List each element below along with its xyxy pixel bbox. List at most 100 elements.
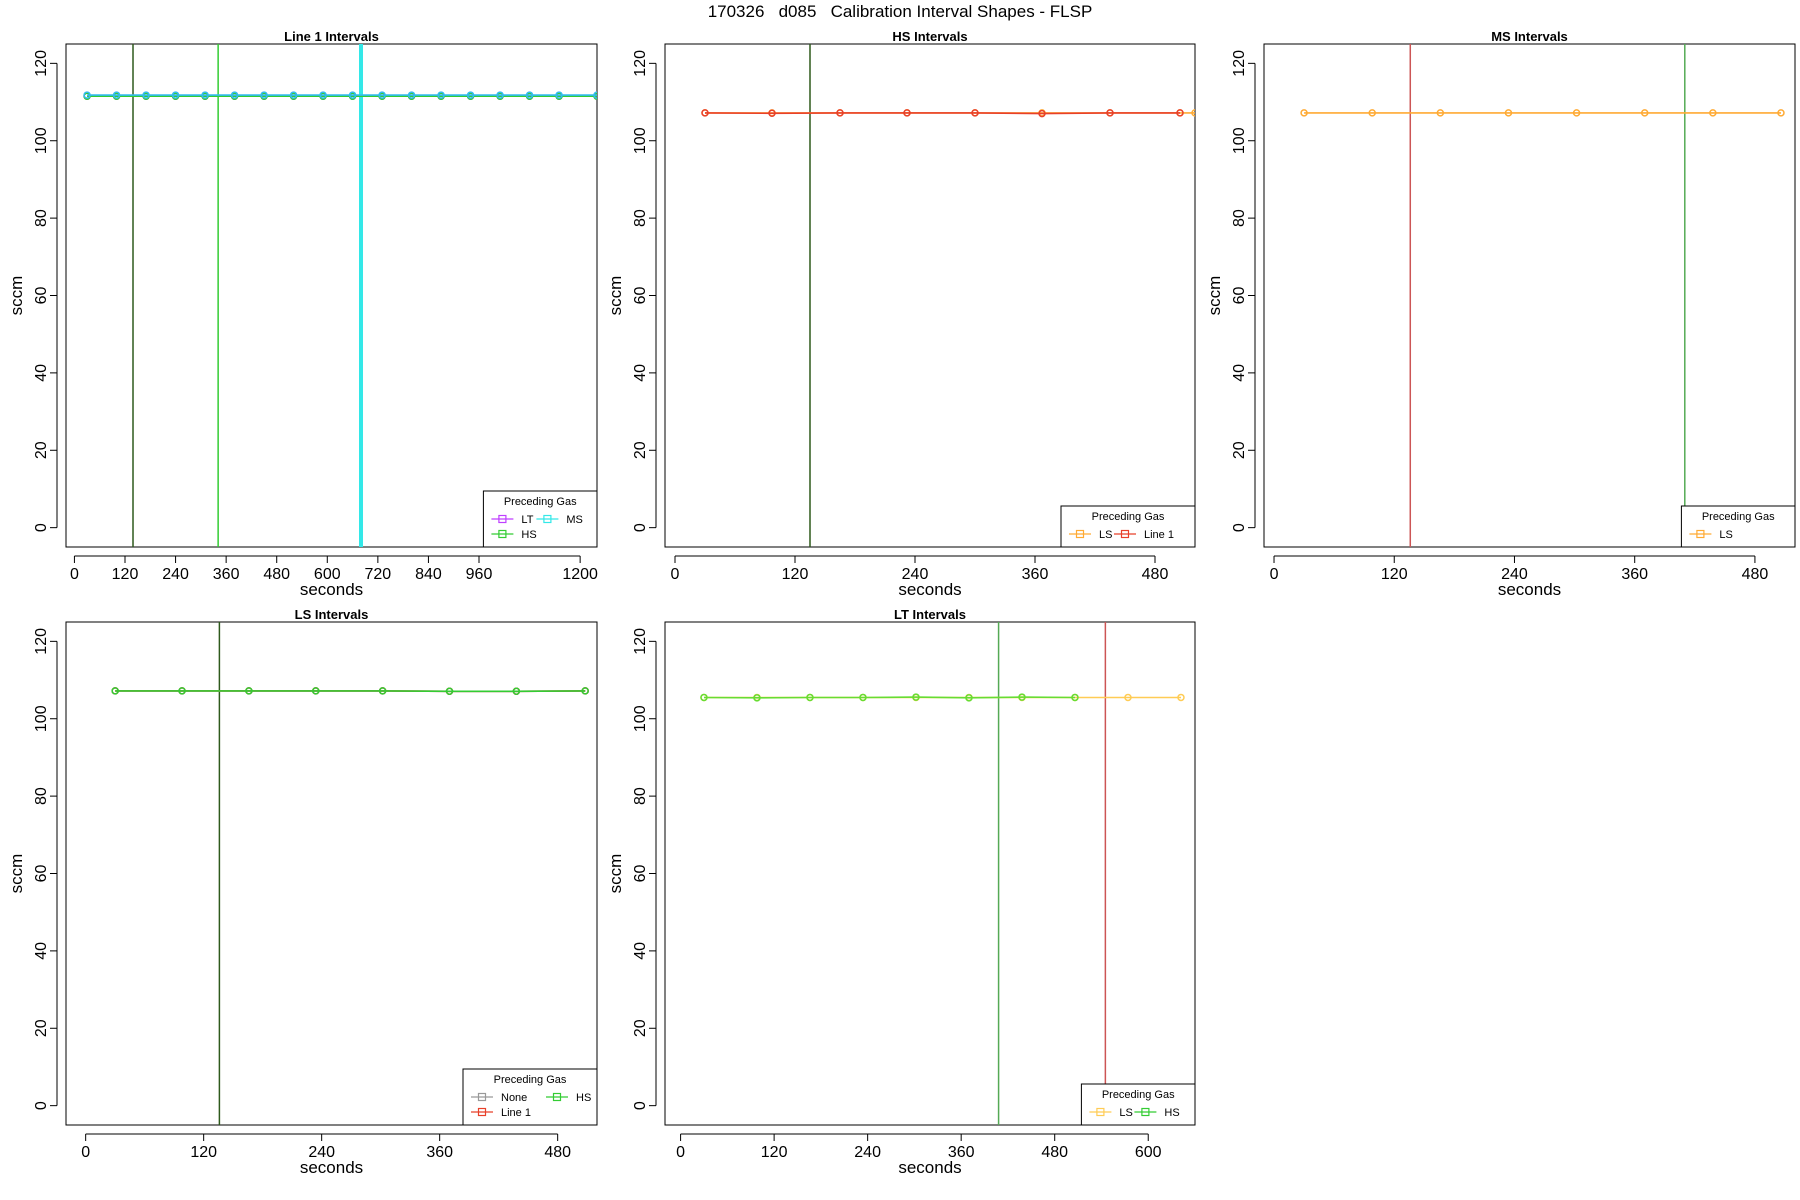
x-tick-label: 240: [902, 566, 929, 583]
x-axis-label: seconds: [1498, 580, 1561, 599]
legend-swatch-marker: [552, 1092, 562, 1102]
legend: Preceding Gas LS: [1680, 505, 1796, 548]
legend-swatch-marker: [1075, 529, 1085, 539]
legend-label: LT: [521, 514, 533, 526]
data-point: [260, 91, 268, 99]
y-tick-label: 40: [33, 942, 50, 960]
plot-frame: [664, 621, 1196, 1126]
panel-title: LS Intervals: [295, 607, 369, 622]
data-point: [912, 693, 920, 701]
chart-panel-2: HS Intervals 0 20 40 60 80 100 120 sccm 0 120 240 36…: [606, 29, 1196, 599]
y-tick-label: 0: [1231, 523, 1248, 532]
y-tick-label: 40: [632, 942, 649, 960]
y-tick-label: 80: [33, 209, 50, 227]
x-tick-label: 360: [213, 566, 240, 583]
data-point: [178, 687, 186, 695]
y-tick-label: 100: [1231, 127, 1248, 154]
data-point: [753, 694, 761, 702]
data-point: [593, 91, 597, 99]
plot-content: [83, 44, 597, 547]
chart-panel-4: LS Intervals 0 20 40 60 80 100 120 sccm 0 120 240 36…: [7, 607, 598, 1177]
chart-panel-5: LT Intervals 0 20 40 60 80 100 120 sccm 0 120 240 36…: [606, 607, 1196, 1177]
x-tick-label: 480: [544, 1144, 571, 1161]
x-tick-label: 840: [415, 566, 442, 583]
y-tick-label: 0: [33, 523, 50, 532]
y-tick-label: 80: [1231, 209, 1248, 227]
y-tick-label: 0: [33, 1101, 50, 1110]
legend-swatch-marker: [498, 529, 507, 539]
y-axis-label: sccm: [606, 276, 625, 316]
data-point: [312, 687, 320, 695]
y-tick-label: 120: [33, 50, 50, 77]
plot-content: [700, 622, 1185, 1125]
data-point: [1436, 109, 1445, 117]
plot-content: [111, 622, 589, 1125]
data-point: [1368, 109, 1376, 117]
data-point: [378, 687, 387, 695]
y-tick-label: 100: [33, 705, 50, 732]
y-tick-label: 60: [33, 287, 50, 305]
legend-title: Preceding Gas: [1092, 511, 1165, 523]
x-tick-label: 720: [365, 566, 392, 583]
data-point: [836, 109, 844, 117]
data-point: [1176, 109, 1184, 117]
data-point: [965, 694, 973, 702]
data-point: [525, 91, 534, 99]
x-axis-label: seconds: [898, 1158, 961, 1177]
plot-frame: [65, 43, 598, 548]
x-tick-label: 120: [761, 1144, 788, 1161]
plot-content: [701, 44, 1195, 547]
legend-swatch-marker: [477, 1092, 487, 1102]
x-tick-label: 360: [1022, 566, 1049, 583]
x-tick-label: 1200: [562, 566, 598, 583]
data-point: [348, 91, 357, 99]
data-point: [1300, 109, 1308, 117]
y-tick-label: 0: [632, 523, 649, 532]
legend-title: Preceding Gas: [494, 1074, 567, 1086]
y-tick-label: 80: [632, 787, 649, 805]
data-point: [1709, 109, 1717, 117]
x-tick-label: 120: [112, 566, 139, 583]
legend-label: Line 1: [501, 1107, 531, 1119]
y-tick-label: 120: [1231, 50, 1248, 77]
x-tick-label: 240: [162, 566, 189, 583]
data-point: [903, 109, 911, 117]
data-point: [496, 91, 504, 99]
data-point: [1018, 693, 1026, 701]
legend-swatch-marker: [1120, 529, 1130, 539]
y-tick-label: 20: [1231, 441, 1248, 459]
data-point: [112, 91, 121, 99]
plot-frame: [65, 621, 598, 1126]
panel-title: Line 1 Intervals: [284, 29, 379, 44]
y-tick-label: 60: [33, 865, 50, 883]
data-point: [1640, 109, 1649, 117]
y-axis-label: sccm: [7, 854, 26, 894]
data-point: [1504, 109, 1513, 117]
legend-label: HS: [1164, 1107, 1179, 1119]
legend: Preceding Gas LS Line 1: [1060, 505, 1196, 548]
legend-box: [1680, 505, 1796, 548]
data-point: [512, 687, 521, 696]
x-tick-label: 0: [671, 566, 680, 583]
series-line: [704, 112, 1180, 115]
data-point: [1071, 693, 1079, 702]
data-point: [971, 109, 979, 117]
legend-label: HS: [576, 1092, 591, 1104]
x-tick-label: 240: [1501, 566, 1528, 583]
x-tick-label: 600: [1135, 1144, 1162, 1161]
panel-title: LT Intervals: [894, 607, 966, 622]
legend-title: Preceding Gas: [504, 496, 577, 508]
y-tick-label: 120: [632, 628, 649, 655]
y-tick-label: 100: [632, 705, 649, 732]
legend-title: Preceding Gas: [1102, 1089, 1175, 1101]
legend-label: HS: [521, 529, 536, 541]
x-tick-label: 120: [190, 1144, 217, 1161]
data-point: [407, 91, 416, 99]
legend-swatch-marker: [543, 514, 552, 524]
x-tick-label: 480: [1142, 566, 1169, 583]
y-tick-label: 60: [1231, 287, 1248, 305]
y-tick-label: 100: [33, 127, 50, 154]
x-tick-label: 480: [1041, 1144, 1068, 1161]
x-tick-label: 0: [70, 566, 79, 583]
y-axis-label: sccm: [1205, 276, 1224, 316]
